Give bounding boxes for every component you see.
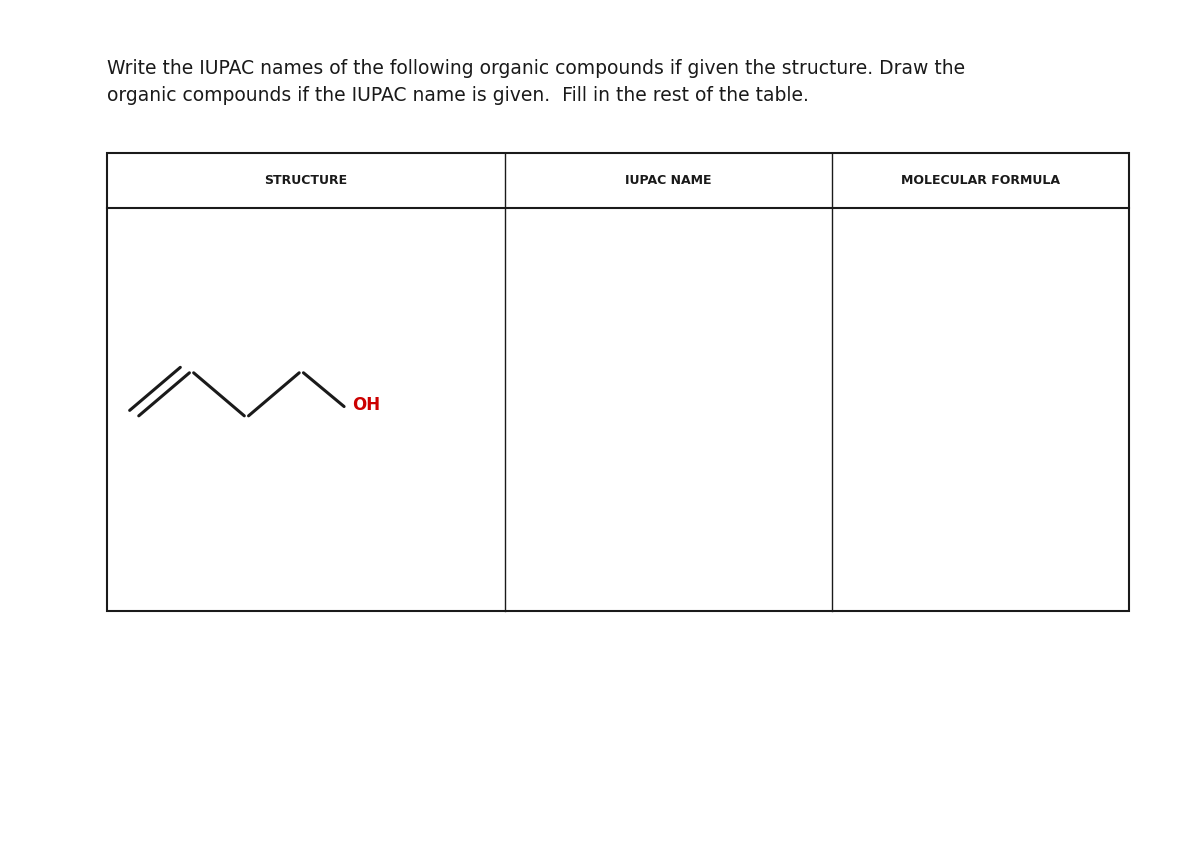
Text: Write the IUPAC names of the following organic compounds if given the structure.: Write the IUPAC names of the following o… — [107, 59, 965, 105]
Text: OH: OH — [352, 396, 380, 414]
Text: STRUCTURE: STRUCTURE — [264, 174, 348, 187]
Text: MOLECULAR FORMULA: MOLECULAR FORMULA — [901, 174, 1060, 187]
Text: IUPAC NAME: IUPAC NAME — [625, 174, 712, 187]
